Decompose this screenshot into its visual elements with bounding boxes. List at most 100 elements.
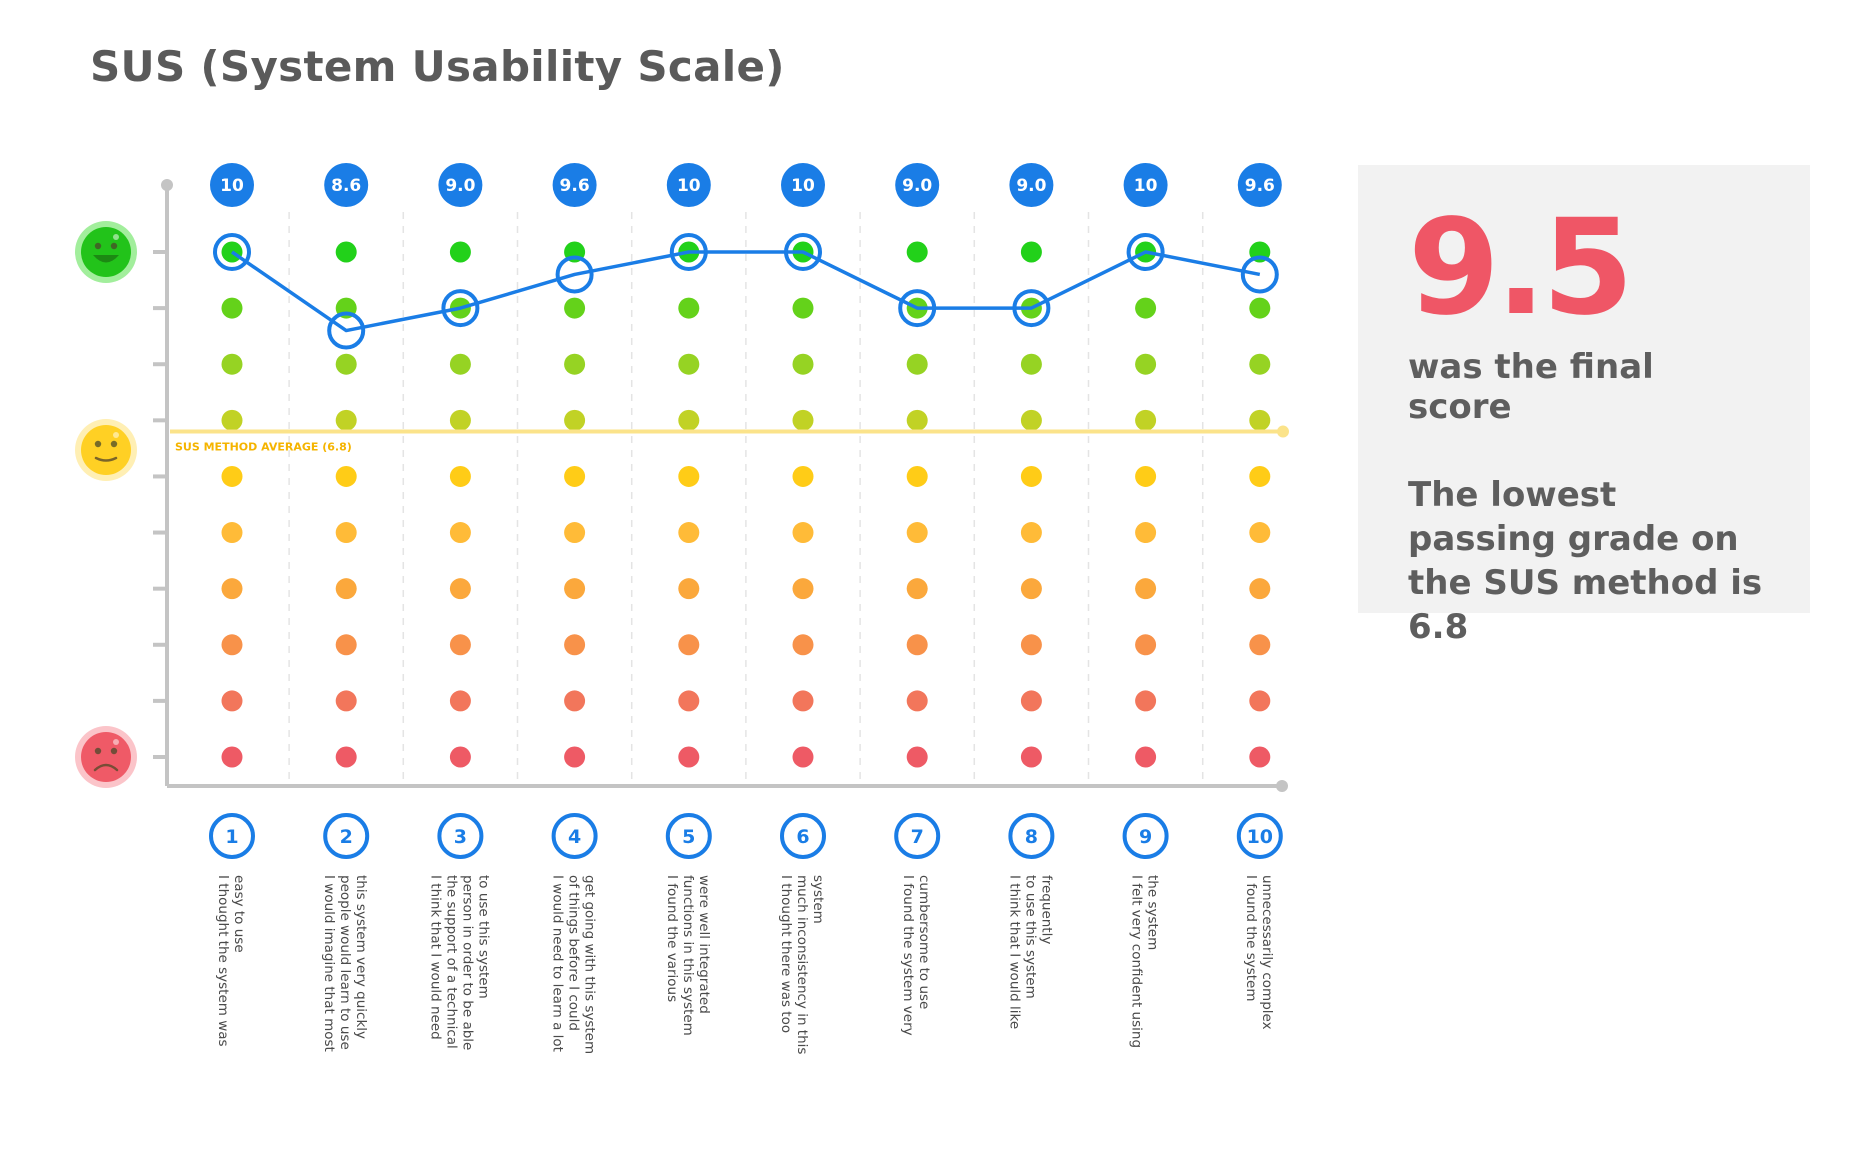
statement-line: system [810,875,826,924]
level-dot [564,353,586,375]
average-line-label: SUS METHOD AVERAGE (6.8) [175,441,352,454]
level-dot [1249,409,1271,431]
level-dot [1249,353,1271,375]
face-eye [110,747,118,755]
score-point [1012,289,1051,328]
level-dot [1249,578,1271,600]
statement-line: functions in this system [680,875,696,1036]
value-label: 9.6 [560,176,590,196]
score-panel: 9.5 was the final score The lowest passi… [1358,165,1810,647]
level-dot [564,522,586,544]
level-dot [335,746,357,768]
statement-line: to use this system [475,875,491,999]
statement-line: the system [1145,875,1161,950]
score-point [1126,233,1165,271]
level-dot [678,690,700,712]
level-dot [449,409,471,431]
question-statement: I found the system very cumbersome to use [900,875,932,1036]
statement-line: I would need to learn a lot [550,875,566,1052]
level-dot [678,297,700,319]
average-line-end [1277,425,1289,438]
level-dot [1135,409,1157,431]
value-label: 9.0 [902,176,932,196]
x-axis-end [1276,780,1288,792]
statement-line: much inconsistency in this [794,875,810,1054]
question-badge [551,813,598,859]
face-shine [113,234,119,240]
level-dot [335,409,357,431]
question-statement: I found the system unnecessarily complex [1243,875,1275,1030]
face-disc [81,425,131,475]
statement-line: I felt very confident using [1129,875,1145,1048]
level-dot [449,690,471,712]
value-badge [1123,163,1168,207]
level-dot [1249,690,1271,712]
final-score-caption: was the final score [1408,347,1654,427]
level-dot [564,634,586,656]
level-dot [335,634,357,656]
score-point [555,255,594,294]
score-point [898,289,937,328]
level-dot [564,690,586,712]
sus-chart: SUS METHOD AVERAGE (6.8) 10 1 8.6 2 9.0 3 9.6 4 1… [75,163,1289,1054]
level-dot [335,522,357,544]
level-dot [1249,746,1271,768]
level-dot [792,409,814,431]
level-dot [564,578,586,600]
passing-grade-note: The lowest passing grade on the SUS meth… [1408,475,1763,647]
level-dot [906,353,928,375]
level-dot [1135,465,1157,487]
level-dot [335,578,357,600]
question-statement: I would need to learn a lot of things bef… [550,875,598,1054]
level-dot [792,578,814,600]
question-badge [323,813,370,859]
face-mouth [94,456,118,462]
question-statement: I thought the system was easy to use [215,875,247,1047]
statement-line: I found the system very [900,875,916,1036]
level-dot [335,241,357,263]
level-dot [1135,634,1157,656]
level-dot [678,353,700,375]
level-dot [449,465,471,487]
final-score-value: 9.5 [1408,191,1634,345]
value-badge [210,163,254,207]
level-dot [1249,297,1271,319]
face-eye [110,242,118,250]
value-badge [895,163,940,207]
statement-line: I found the system [1243,875,1259,1002]
question-statement: I felt very confident using the system [1129,875,1161,1048]
value-badge [324,163,369,207]
level-dot [221,634,243,656]
level-dot [1135,522,1157,544]
face-eye [94,747,102,755]
question-number: 1 [225,826,238,848]
face-disc [81,227,131,277]
level-dot [906,578,928,600]
level-dot [1020,241,1042,263]
level-dot [1135,690,1157,712]
level-dot [564,409,586,431]
question-badge [665,813,712,859]
statement-line: I found the various [664,875,680,1002]
statement-line: the support of a technical [443,875,459,1049]
level-dot [792,353,814,375]
level-dot [906,522,928,544]
value-badge [781,163,825,207]
level-dot [792,297,814,319]
level-dot [1249,465,1271,487]
level-dot [678,465,700,487]
question-number: 10 [1247,826,1273,848]
level-dot [678,634,700,656]
value-label: 9.0 [1016,176,1046,196]
statement-line: cumbersome to use [916,875,932,1009]
level-dot [906,241,928,263]
level-dot [564,297,586,319]
level-dot [906,690,928,712]
level-dot [449,353,471,375]
statement-line: I thought there was too [778,875,794,1033]
value-badge [438,163,483,207]
question-badge [1236,813,1283,859]
value-badge [1237,163,1282,207]
value-label: 10 [220,176,244,196]
level-dot [449,241,471,263]
